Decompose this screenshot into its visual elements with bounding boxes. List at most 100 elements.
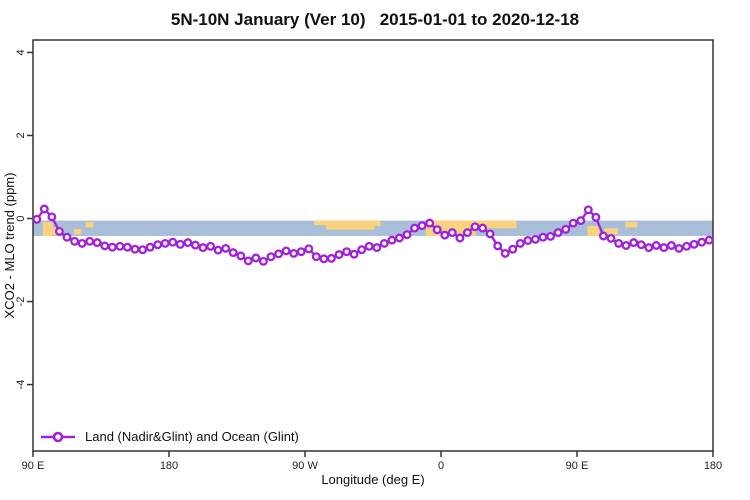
data-point-marker (553, 228, 563, 238)
data-point-marker (636, 240, 646, 250)
data-point-marker (606, 233, 616, 243)
y-axis-tick-label: -4 (15, 380, 27, 390)
data-point-marker (77, 238, 87, 248)
chart-title: 5N-10N January (Ver 10) 2015-01-01 to 20… (170, 10, 580, 29)
data-point-marker (470, 222, 480, 232)
data-point-marker (425, 218, 435, 228)
data-point-marker (485, 229, 495, 239)
data-point-marker (221, 243, 231, 253)
data-point-marker (115, 241, 125, 251)
data-point-marker (651, 241, 661, 250)
y-axis-title: XCO2 - MLO trend (ppm) (2, 173, 17, 319)
data-point-marker (357, 245, 367, 255)
data-point-marker (432, 225, 442, 235)
data-point-marker (349, 249, 359, 259)
data-point-marker (70, 236, 80, 246)
data-point-marker (138, 245, 148, 255)
data-point-marker (583, 205, 593, 215)
data-point-marker (523, 236, 533, 245)
data-point-marker (92, 238, 102, 248)
data-point-marker (689, 239, 699, 249)
data-point-marker (515, 238, 525, 248)
legend-label: Land (Nadir&Glint) and Ocean (Glint) (85, 429, 299, 444)
legend-marker-icon (41, 431, 75, 442)
data-point-marker (682, 241, 692, 251)
data-point-marker (32, 214, 42, 224)
x-axis-tick-label: 180 (160, 460, 178, 472)
data-point-marker (546, 231, 556, 241)
data-point-marker (478, 223, 488, 233)
map-band-land-patch (85, 222, 94, 228)
data-point-marker (614, 238, 624, 248)
data-point-marker (379, 238, 389, 248)
data-point-marker (236, 251, 246, 261)
data-point-marker (160, 238, 170, 248)
data-point-marker (175, 239, 185, 249)
map-band-land-patch (587, 225, 600, 236)
y-axis-tick-label: 0 (15, 215, 27, 221)
data-point-marker (198, 243, 208, 253)
data-point-marker (153, 240, 163, 250)
legend-circle-icon (52, 431, 64, 442)
data-point-marker (576, 216, 586, 226)
data-point-marker (455, 233, 465, 243)
data-point-marker (462, 228, 472, 238)
data-point-marker (674, 243, 684, 253)
data-point-marker (130, 244, 140, 254)
x-axis-title: Longitude (deg E) (321, 472, 424, 487)
data-point-marker (107, 242, 117, 252)
data-point-marker (100, 241, 110, 251)
map-band-land-patch (73, 229, 82, 235)
plot-frame (32, 39, 714, 452)
data-point-marker (704, 235, 714, 245)
data-point-marker (372, 243, 382, 253)
data-point-marker (591, 212, 601, 222)
data-point-marker (213, 245, 223, 255)
data-point-marker (659, 243, 669, 253)
x-axis-tick-label: 90 E (566, 460, 589, 472)
data-point-marker (334, 250, 344, 260)
y-axis-tick-label: 2 (15, 132, 27, 138)
x-axis-tick-label: 0 (438, 460, 444, 472)
map-band-land-patch (374, 220, 381, 226)
data-point-marker (168, 237, 178, 247)
map-band-land-patch (326, 220, 375, 230)
data-point-marker (538, 232, 548, 242)
data-point-marker (561, 224, 571, 234)
data-point-marker (258, 256, 268, 266)
map-band-land-patch (604, 228, 618, 235)
data-point-marker (206, 241, 216, 251)
data-point-marker (697, 237, 707, 247)
data-point-marker (251, 253, 261, 263)
data-point-marker (508, 244, 518, 254)
data-point-marker (289, 248, 299, 258)
data-point-marker (342, 247, 352, 257)
map-band-land-patch (475, 220, 517, 229)
data-point-marker (304, 244, 314, 254)
data-point-marker (145, 242, 155, 252)
data-point-marker (364, 241, 374, 251)
data-point-marker (243, 256, 253, 266)
map-band-land-patch (314, 220, 327, 226)
data-point-marker (598, 231, 608, 241)
data-point-marker (568, 218, 578, 228)
data-point-marker (274, 249, 284, 259)
y-axis-tick-label: 4 (15, 49, 27, 55)
x-axis-tick-label: 90 E (22, 460, 45, 472)
data-point-marker (447, 228, 457, 238)
data-point-marker (319, 254, 329, 264)
data-point-marker (228, 248, 238, 258)
map-band-land-patch (625, 222, 638, 228)
data-point-marker (500, 248, 510, 258)
data-point-marker (54, 226, 64, 236)
x-axis-tick-label: 90 W (292, 460, 318, 472)
data-point-marker (47, 212, 57, 222)
data-point-marker (311, 252, 321, 262)
data-point-marker (122, 242, 132, 252)
data-point-marker (183, 238, 193, 248)
data-point-marker (266, 252, 276, 262)
data-point-marker (530, 234, 540, 244)
data-point-marker (387, 235, 397, 245)
data-point-marker (394, 233, 404, 243)
